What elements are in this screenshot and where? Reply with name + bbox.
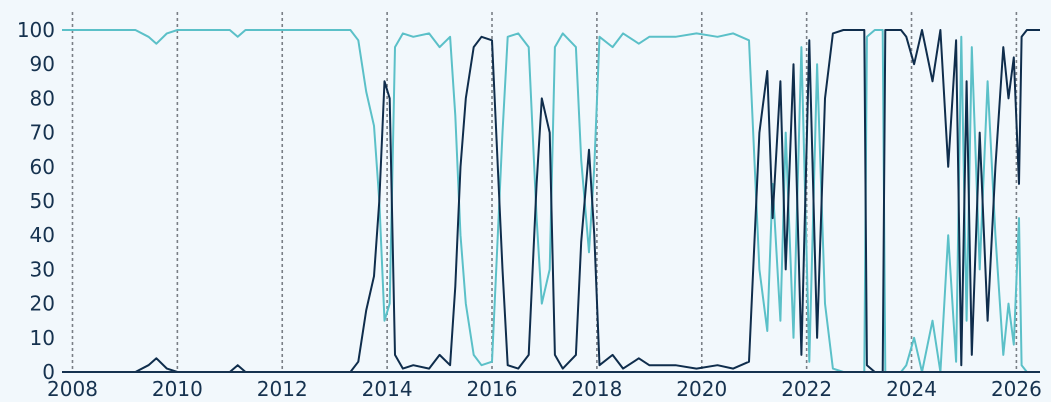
- y-tick-label: 90: [30, 52, 55, 76]
- series-line-1: [62, 29, 1040, 373]
- y-tick-label: 40: [30, 223, 55, 247]
- y-tick-label: 0: [42, 360, 55, 384]
- x-tick-label: 2024: [886, 377, 937, 401]
- y-tick-label: 70: [30, 121, 55, 145]
- y-tick-labels: 0 10 20 30 40 50 60 70 80 90 100: [17, 18, 55, 384]
- y-tick-label: 100: [17, 18, 55, 42]
- x-tick-label: 2026: [991, 377, 1042, 401]
- x-tick-label: 2010: [152, 377, 203, 401]
- series-line-2: [62, 29, 1040, 373]
- series-lines: [62, 29, 1040, 373]
- y-tick-label: 10: [30, 326, 55, 350]
- x-tick-label: 2014: [362, 377, 413, 401]
- x-tick-label: 2022: [781, 377, 832, 401]
- x-tick-label: 2018: [571, 377, 622, 401]
- x-tick-label: 2020: [676, 377, 727, 401]
- y-tick-label: 50: [30, 189, 55, 213]
- y-tick-label: 60: [30, 155, 55, 179]
- vertical-reference-lines: [71, 12, 1018, 372]
- y-tick-label: 30: [30, 257, 55, 281]
- y-tick-label: 20: [30, 292, 55, 316]
- y-tick-label: 80: [30, 86, 55, 110]
- x-tick-label: 2008: [47, 377, 98, 401]
- x-tick-label: 2016: [467, 377, 518, 401]
- x-tick-label: 2012: [257, 377, 308, 401]
- x-tick-labels: 2008 2010 2012 2014 2016 2018 2020 2022 2024 2026: [47, 377, 1042, 401]
